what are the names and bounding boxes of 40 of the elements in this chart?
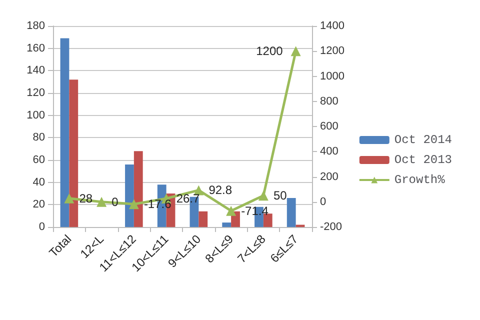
y-tick-label: 0 — [38, 221, 45, 233]
bar — [222, 222, 232, 227]
legend-label: Oct 2013 — [394, 153, 452, 167]
bar — [69, 80, 78, 227]
data-label: 50 — [273, 188, 288, 203]
y2-tick-label: -200 — [320, 221, 342, 233]
y-tick-label: 100 — [26, 109, 45, 122]
bar — [60, 38, 70, 227]
point — [128, 199, 139, 210]
y-tick-label: 80 — [32, 132, 45, 144]
point — [96, 196, 107, 207]
y2-tick-label: 400 — [320, 146, 338, 158]
point — [226, 206, 236, 216]
point — [64, 193, 74, 204]
y2-tick-label: 600 — [320, 120, 338, 132]
y2-tick-label: 1400 — [320, 20, 344, 32]
y-tick-label: 160 — [26, 42, 45, 54]
y2-tick-label: 800 — [320, 95, 338, 108]
y-tick-label: 40 — [32, 176, 45, 188]
legend-label: Growth% — [394, 173, 446, 187]
y2-tick-label: 1000 — [320, 70, 344, 82]
legend-label: Oct 2014 — [394, 133, 452, 147]
data-label: 92.8 — [208, 183, 232, 198]
y-tick-label: 20 — [32, 198, 45, 211]
data-label: 1200 — [256, 44, 284, 58]
bar — [125, 164, 134, 227]
y2-tick-label: 1200 — [320, 45, 344, 58]
bar — [198, 211, 208, 227]
bar — [286, 198, 296, 227]
y2-tick-label: 200 — [320, 170, 338, 183]
y-tick-label: 60 — [32, 154, 45, 166]
point — [290, 46, 301, 56]
bar — [263, 214, 272, 227]
y-tick-label: 140 — [26, 64, 45, 77]
bar — [134, 151, 143, 227]
point — [258, 190, 268, 201]
data-label: -17.6 — [144, 197, 172, 212]
y-tick-label: 120 — [26, 87, 45, 99]
y2-tick-label: 0 — [320, 196, 326, 208]
y-tick-label: 180 — [26, 20, 45, 32]
